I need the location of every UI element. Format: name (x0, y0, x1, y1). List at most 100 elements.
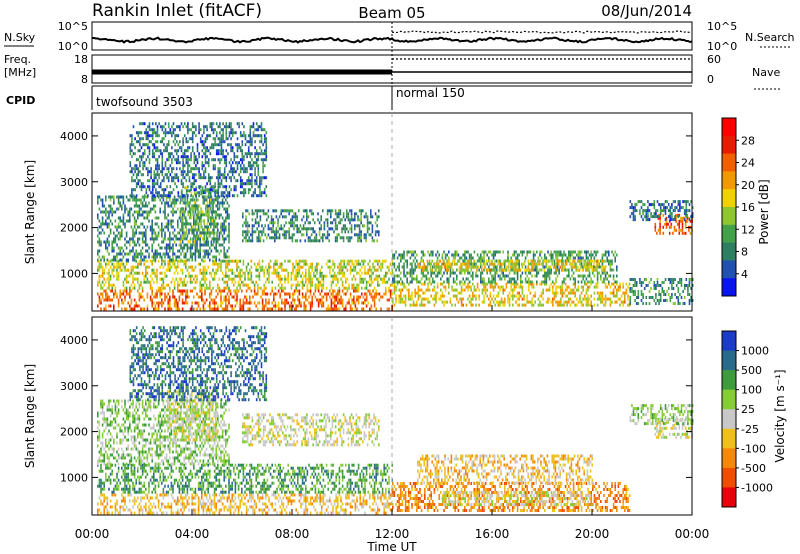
heat-cell (369, 274, 371, 278)
heat-cell (489, 300, 492, 304)
heat-cell (167, 265, 169, 269)
heat-cell (539, 282, 541, 286)
heat-cell (100, 243, 102, 247)
heat-cell (329, 271, 331, 275)
heat-cell (269, 292, 272, 296)
heat-cell (585, 282, 588, 286)
heat-cell (414, 265, 416, 269)
heat-cell (178, 216, 181, 220)
heat-cell (148, 210, 150, 214)
heat-cell (601, 291, 604, 295)
heat-cell (161, 283, 163, 287)
heat-cell (158, 173, 160, 177)
heat-cell (129, 149, 132, 153)
heat-cell (155, 149, 157, 153)
heat-cell (572, 288, 575, 292)
heat-cell (145, 131, 148, 135)
heat-cell (220, 140, 223, 144)
heat-cell (193, 307, 195, 311)
heat-cell (472, 274, 474, 278)
heat-cell (396, 274, 399, 278)
heat-cell (153, 170, 156, 174)
heat-cell (489, 250, 492, 254)
heat-cell (333, 289, 336, 293)
heat-cell (534, 253, 536, 257)
heat-cell (406, 262, 408, 266)
heat-cell (291, 224, 294, 228)
heat-cell (129, 249, 131, 253)
heat-cell (238, 146, 240, 150)
heat-cell (432, 277, 434, 281)
heat-cell (182, 194, 184, 198)
heat-cell (209, 225, 212, 229)
heat-cell (374, 230, 377, 234)
heat-cell (201, 191, 204, 195)
heat-cell (125, 246, 128, 250)
heat-cell (440, 288, 442, 292)
heat-cell (558, 250, 560, 254)
heat-cell (255, 194, 258, 198)
freq-label: Freq. (4, 53, 31, 66)
heat-cell (137, 149, 140, 153)
heat-cell (127, 198, 129, 202)
heat-cell (236, 179, 239, 183)
heat-cell (569, 297, 572, 301)
heat-cell (173, 259, 176, 263)
heat-cell (258, 274, 261, 278)
heat-cell (180, 182, 183, 186)
heat-cell (155, 188, 157, 192)
heat-cell (244, 182, 247, 186)
heat-cell (163, 191, 165, 195)
heat-cell (223, 280, 225, 284)
heat-cell (360, 218, 362, 222)
heat-cell (219, 152, 221, 156)
heat-cell (114, 258, 117, 262)
heat-cell (247, 277, 249, 281)
heat-cell (587, 303, 589, 307)
heat-cell (145, 143, 148, 147)
heat-cell (143, 204, 145, 208)
heat-cell (264, 233, 266, 237)
heat-cell (375, 259, 377, 263)
heat-cell (411, 303, 413, 307)
heat-cell (228, 225, 230, 229)
heat-cell (354, 265, 357, 269)
heat-cell (486, 262, 488, 266)
heat-cell (217, 265, 219, 269)
heat-cell (408, 250, 410, 254)
heat-cell (222, 137, 224, 141)
heat-cell (317, 289, 320, 293)
heat-cell (330, 215, 332, 219)
heat-cell (508, 271, 511, 275)
heat-cell (135, 210, 137, 214)
heat-cell (489, 294, 492, 298)
heat-cell (191, 134, 194, 138)
heat-cell (203, 231, 206, 235)
heat-cell (323, 227, 326, 231)
heat-cell (403, 271, 405, 275)
heat-cell (159, 207, 161, 211)
heat-cell (207, 255, 209, 259)
heat-cell (249, 125, 252, 129)
heat-cell (226, 304, 229, 308)
heat-cell (151, 246, 153, 250)
heat-cell (101, 216, 104, 220)
heat-cell (184, 210, 186, 214)
heat-cell (180, 198, 182, 202)
heat-cell (230, 143, 232, 147)
heat-cell (187, 128, 189, 132)
heat-cell (129, 152, 132, 156)
heat-cell (105, 295, 107, 299)
heat-cell (181, 225, 183, 229)
heat-cell (590, 294, 592, 298)
cpid-panel: CPID twofsound 3503 normal 150 (6, 85, 692, 110)
heat-cell (258, 239, 260, 243)
heat-cell (467, 288, 469, 292)
heat-cell (279, 292, 281, 296)
heat-cell (298, 265, 301, 269)
heat-cell (218, 204, 221, 208)
heat-cell (129, 210, 131, 214)
heat-cell (205, 243, 208, 247)
heat-cell (255, 304, 257, 308)
heat-cell (225, 188, 228, 192)
